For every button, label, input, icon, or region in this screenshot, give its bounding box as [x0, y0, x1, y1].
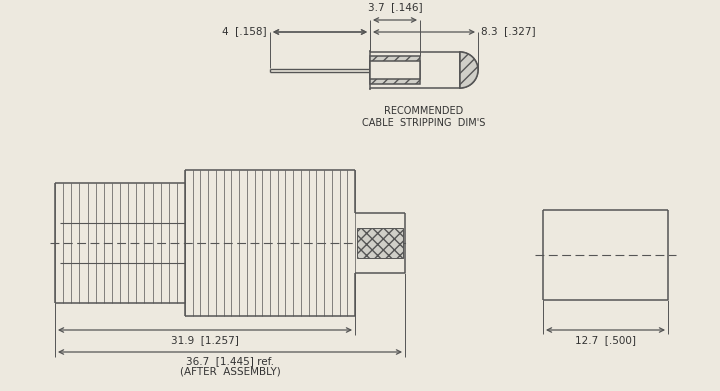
Bar: [370, 61, 420, 79]
Wedge shape: [460, 52, 478, 88]
Bar: [185, 170, 355, 316]
Bar: [370, 56, 420, 84]
Text: 12.7  [.500]: 12.7 [.500]: [575, 335, 636, 345]
Text: CABLE  STRIPPING  DIM'S: CABLE STRIPPING DIM'S: [362, 118, 486, 128]
Text: (AFTER  ASSEMBLY): (AFTER ASSEMBLY): [179, 367, 280, 377]
Text: 4  [.158]: 4 [.158]: [222, 26, 267, 36]
Text: 36.7  [1.445] ref.: 36.7 [1.445] ref.: [186, 356, 274, 366]
Text: 8.3  [.327]: 8.3 [.327]: [481, 26, 536, 36]
Bar: [370, 52, 460, 88]
Text: 3.7  [.146]: 3.7 [.146]: [368, 2, 423, 12]
Polygon shape: [460, 52, 478, 88]
Bar: [357, 228, 403, 258]
Bar: [355, 213, 405, 273]
Text: RECOMMENDED: RECOMMENDED: [384, 106, 464, 116]
Text: 31.9  [1.257]: 31.9 [1.257]: [171, 335, 239, 345]
